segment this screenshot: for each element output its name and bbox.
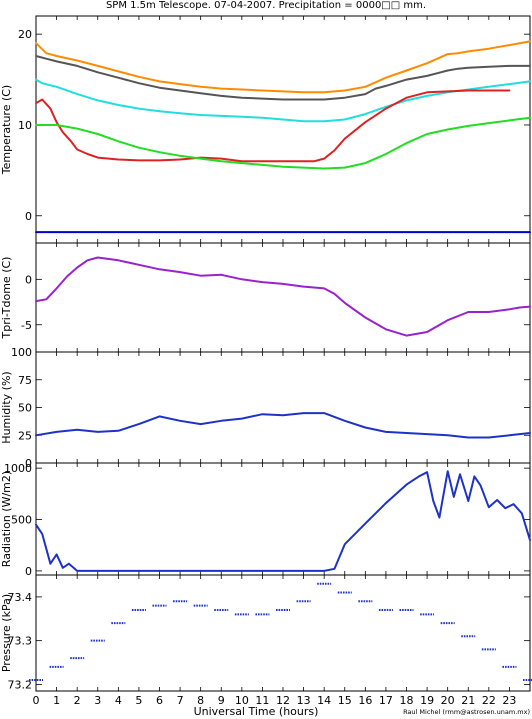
- y-axis-label: Radiation (W/m2): [0, 471, 13, 567]
- y-tick-label: 73.2: [8, 678, 33, 691]
- x-tick-label: 10: [235, 694, 249, 707]
- y-tick-label: 0: [25, 210, 32, 223]
- series-line: [35, 89, 511, 163]
- y-tick-label: 0: [25, 565, 32, 578]
- series-line: [35, 40, 531, 94]
- x-tick-label: 21: [461, 694, 475, 707]
- y-tick-label: -5: [21, 319, 32, 332]
- series-line: [35, 116, 531, 170]
- series-line: [35, 55, 531, 101]
- x-tick-label: 19: [420, 694, 434, 707]
- x-tick-label: 18: [400, 694, 414, 707]
- y-tick-label: 50: [18, 402, 32, 415]
- panel-humidity: 0 25 50 75 100 Humidity (%): [0, 346, 531, 470]
- x-tick-label: 0: [33, 694, 40, 707]
- y-tick-label: 1000: [4, 462, 32, 475]
- series-line: [35, 470, 531, 572]
- panel-frame: [35, 351, 531, 464]
- y-tick-label: 100: [11, 346, 32, 359]
- x-tick-label: 1: [53, 694, 60, 707]
- y-tick-label: 75: [18, 374, 32, 387]
- x-tick-label: 11: [255, 694, 269, 707]
- panel-frame: [35, 462, 531, 576]
- series-line: [35, 78, 531, 123]
- series-line: [35, 256, 531, 337]
- y-tick-label: 10: [18, 119, 32, 132]
- x-tick-label: 4: [115, 694, 122, 707]
- x-tick-label: 16: [358, 694, 372, 707]
- panel-temperature: 0 10 20 Temperature (C): [0, 15, 531, 244]
- x-tick-label: 5: [135, 694, 142, 707]
- x-tick-label: 7: [177, 694, 184, 707]
- x-axis-label: Universal Time (hours): [194, 705, 319, 718]
- y-tick-label: 0: [25, 273, 32, 286]
- y-tick-label: 500: [11, 514, 32, 527]
- x-tick-label: 9: [218, 694, 225, 707]
- x-tick-labels: 0 1 2 3 4 5 6 7 8 9 10 11 12 13 14 15 16 17 18 19 20 21 22 23: [33, 694, 517, 707]
- panel-tpri_tdome: -5 0 Tpri-Tdome (C): [0, 242, 531, 353]
- y-tick-label: 73.3: [8, 635, 33, 648]
- y-tick-label: 20: [18, 28, 32, 41]
- panel-frame: [35, 574, 531, 692]
- series-points: [29, 582, 532, 682]
- panels: 0 10 20 Temperature (C) -5 0 Tpri-Tdome (C) 0 25…: [0, 15, 532, 692]
- y-axis-label: Humidity (%): [0, 371, 13, 443]
- x-tick-label: 3: [94, 694, 101, 707]
- y-tick-label: 25: [18, 429, 32, 442]
- x-tick-label: 8: [197, 694, 204, 707]
- credit-text: Raul Michel (rmm@astrosen.unam.mx): [403, 708, 530, 716]
- x-tick-label: 20: [441, 694, 455, 707]
- y-tick-label: 0: [25, 457, 32, 470]
- y-axis-label: Pressure (kPa): [0, 594, 13, 672]
- x-tick-label: 15: [338, 694, 352, 707]
- x-tick-label: 13: [297, 694, 311, 707]
- x-tick-label: 12: [276, 694, 290, 707]
- chart-title: SPM 1.5m Telescope. 07-04-2007. Precipit…: [106, 0, 426, 11]
- y-tick-label: 73.4: [8, 591, 33, 604]
- x-tick-label: 23: [502, 694, 516, 707]
- y-axis-label: Tpri-Tdome (C): [0, 257, 13, 340]
- x-tick-label: 17: [379, 694, 393, 707]
- x-tick-label: 6: [156, 694, 163, 707]
- series-line: [35, 412, 531, 439]
- y-axis-label: Temperature (C): [0, 85, 13, 175]
- x-tick-label: 22: [482, 694, 496, 707]
- panel-frame: [35, 15, 531, 244]
- x-tick-label: 2: [74, 694, 81, 707]
- x-tick-label: 14: [317, 694, 331, 707]
